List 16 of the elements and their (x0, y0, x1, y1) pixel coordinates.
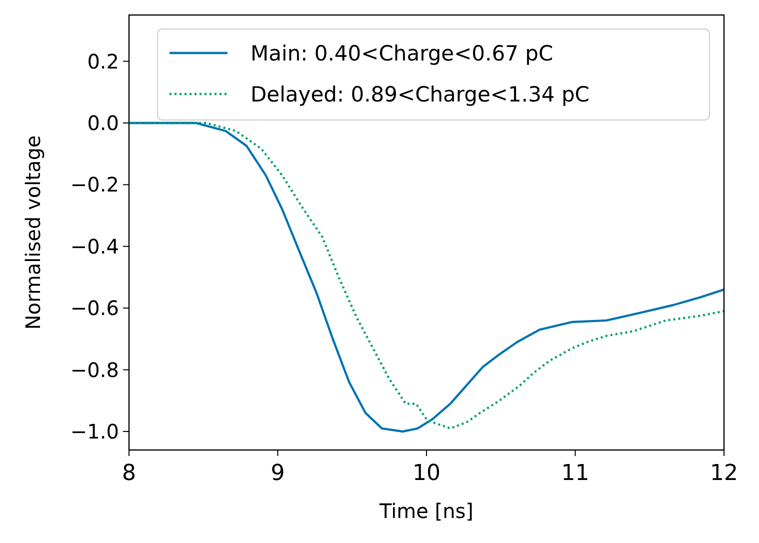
x-tick-label: 10 (412, 461, 440, 486)
x-tick-label: 8 (122, 461, 136, 486)
y-tick-label: 0.0 (87, 110, 119, 135)
y-tick-label: −1.0 (70, 419, 119, 444)
x-tick-label: 11 (561, 461, 590, 486)
x-tick-label: 12 (710, 461, 738, 486)
y-tick-label: 0.2 (87, 49, 119, 74)
y-tick-label: −0.6 (70, 296, 119, 320)
y-tick-label: −0.8 (70, 358, 119, 382)
y-axis-title: Normalised voltage (21, 135, 45, 330)
y-tick-label: −0.4 (70, 234, 119, 258)
legend-label: Delayed: 0.89<Charge<1.34 pC (250, 82, 590, 106)
x-tick-label: 9 (270, 461, 285, 486)
y-tick-label: −0.2 (70, 172, 119, 197)
x-axis-title: Time [ns] (378, 499, 474, 523)
legend-label: Main: 0.40<Charge<0.67 pC (250, 41, 554, 66)
